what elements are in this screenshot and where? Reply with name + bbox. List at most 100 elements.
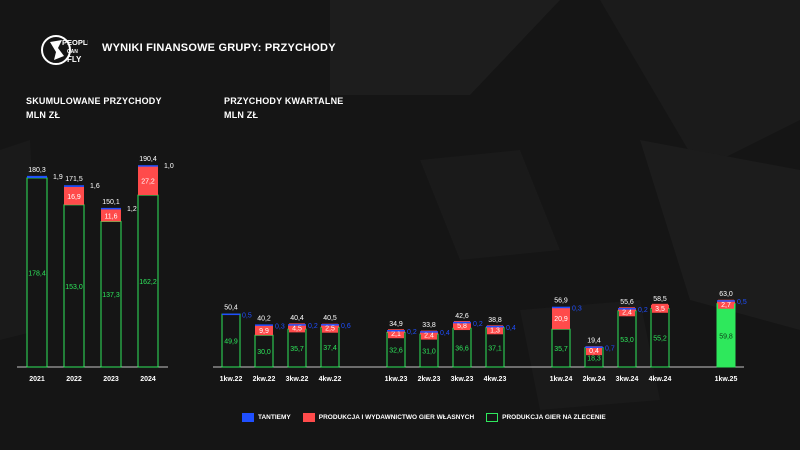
bar-own-2023 — [101, 209, 121, 222]
label-contract-4kw.23: 37,1 — [488, 345, 502, 352]
label-bg-own-3kw.23 — [454, 321, 470, 331]
bar-royalty-2kw.24 — [585, 346, 603, 348]
legend-swatch-own-games — [302, 412, 315, 422]
category-label-3kw.23: 3kw.23 — [451, 376, 474, 383]
label-bg-own-4kw.22 — [322, 323, 338, 333]
label-royalty-2023: 1,2 — [127, 206, 137, 213]
label-contract-2kw.23: 31,0 — [422, 349, 436, 356]
label-own-2kw.22: 9,9 — [259, 328, 269, 335]
label-royalty-3kw.24: 0,2 — [638, 307, 648, 314]
label-royalty-4kw.22: 0,6 — [341, 323, 351, 330]
bar-royalty-3kw.24 — [618, 308, 636, 310]
label-total-3kw.24: 55,6 — [620, 299, 634, 306]
bar-royalty-3kw.23 — [453, 321, 471, 324]
cumulative-chart-unit: MLN ZŁ — [26, 110, 61, 120]
label-bg-own-3kw.22 — [289, 323, 305, 333]
label-total-4kw.22: 40,5 — [323, 315, 337, 322]
bar-royalty-2021 — [27, 175, 47, 178]
svg-text:PEOPLE: PEOPLE — [62, 38, 88, 47]
bar-own-2024 — [138, 166, 158, 196]
people-can-fly-logo: PEOPLE CAN FLY — [41, 35, 88, 65]
bar-royalty-3kw.22 — [288, 324, 306, 326]
chart-legend: TANTIEMY PRODUKCJA I WYDAWNICTWO GIER WŁ… — [242, 410, 606, 424]
cumulative-chart-title: SKUMULOWANE PRZYCHODY — [26, 96, 162, 106]
label-total-2kw.24: 19,4 — [587, 337, 601, 344]
category-label-3kw.22: 3kw.22 — [286, 376, 309, 383]
label-contract-2024: 162,2 — [139, 279, 157, 286]
label-total-3kw.22: 40,4 — [290, 315, 304, 322]
label-royalty-1kw.24: 0,3 — [572, 306, 582, 313]
label-royalty-1kw.23: 0,2 — [407, 329, 417, 336]
category-label-2kw.23: 2kw.23 — [418, 376, 441, 383]
label-contract-2023: 137,3 — [102, 292, 120, 299]
bar-royalty-2022 — [64, 185, 84, 187]
label-total-1kw.23: 34,9 — [389, 321, 403, 328]
label-contract-2kw.24: 18,3 — [587, 355, 601, 362]
label-contract-4kw.22: 37,4 — [323, 345, 337, 352]
label-own-4kw.24: 3,5 — [655, 306, 665, 313]
label-own-3kw.22: 4,5 — [292, 325, 302, 332]
label-total-2kw.22: 40,2 — [257, 315, 271, 322]
legend-label-royalty: TANTIEMY — [258, 413, 291, 421]
category-label-1kw.23: 1kw.23 — [385, 376, 408, 383]
label-contract-3kw.24: 53,0 — [620, 337, 634, 344]
label-bg-own-4kw.23 — [487, 325, 503, 335]
label-total-4kw.23: 38,8 — [488, 317, 502, 324]
legend-item-own-games: PRODUKCJA I WYDAWNICTWO GIER WŁASNYCH — [302, 412, 475, 422]
category-label-1kw.22: 1kw.22 — [220, 376, 243, 383]
bar-own-1kw.24 — [552, 307, 570, 330]
bar-royalty-2kw.22 — [255, 324, 273, 326]
bar-royalty-1kw.24 — [552, 306, 570, 309]
legend-label-own-games: PRODUKCJA I WYDAWNICTWO GIER WŁASNYCH — [318, 413, 475, 421]
bar-royalty-1kw.22 — [222, 313, 240, 316]
label-royalty-2kw.22: 0,3 — [275, 323, 285, 330]
label-contract-3kw.22: 35,7 — [290, 346, 304, 353]
label-contract-1kw.22: 49,9 — [224, 339, 238, 346]
label-own-2kw.23: 2,4 — [424, 333, 434, 340]
label-total-2022: 171,5 — [65, 176, 83, 183]
label-royalty-2021: 1,9 — [53, 174, 63, 181]
label-total-2021: 180,3 — [28, 167, 46, 174]
bar-royalty-2kw.23 — [420, 331, 438, 333]
label-contract-4kw.24: 55,2 — [653, 336, 667, 343]
category-label-2021: 2021 — [29, 376, 45, 383]
svg-text:CAN: CAN — [67, 49, 78, 55]
category-label-1kw.25: 1kw.25 — [715, 376, 738, 383]
label-own-2024: 27,2 — [141, 179, 155, 186]
category-label-1kw.24: 1kw.24 — [550, 376, 573, 383]
label-total-2023: 150,1 — [102, 199, 120, 206]
label-bg-own-2kw.24 — [586, 346, 602, 356]
legend-swatch-contract-games — [486, 412, 499, 422]
label-contract-3kw.23: 36,6 — [455, 346, 469, 353]
category-label-2024: 2024 — [140, 376, 156, 383]
label-total-1kw.22: 50,4 — [224, 305, 238, 312]
category-label-2022: 2022 — [66, 376, 82, 383]
label-royalty-2kw.24: 0,7 — [605, 345, 615, 352]
label-bg-own-2kw.23 — [421, 330, 437, 340]
bar-royalty-4kw.22 — [321, 324, 339, 326]
label-total-2024: 190,4 — [139, 156, 157, 163]
label-contract-1kw.24: 35,7 — [554, 346, 568, 353]
legend-item-contract-games: PRODUKCJA GIER NA ZLECENIE — [486, 412, 606, 422]
category-label-3kw.24: 3kw.24 — [616, 376, 639, 383]
category-label-2kw.22: 2kw.22 — [253, 376, 276, 383]
bar-royalty-4kw.23 — [486, 325, 504, 328]
label-own-3kw.23: 5,8 — [457, 323, 467, 330]
label-total-3kw.23: 42,6 — [455, 313, 469, 320]
label-own-1kw.24: 20,9 — [554, 316, 568, 323]
bar-own-2022 — [64, 186, 84, 205]
label-total-2kw.23: 33,8 — [422, 322, 436, 329]
label-royalty-4kw.23: 0,4 — [506, 325, 516, 332]
label-own-2kw.24: 0,4 — [589, 348, 599, 355]
label-own-4kw.22: 2,5 — [325, 326, 335, 333]
bar-own-2kw.22 — [255, 324, 273, 336]
label-royalty-1kw.25: 0,5 — [737, 299, 747, 306]
svg-text:FLY: FLY — [67, 55, 82, 64]
label-own-2023: 11,6 — [104, 213, 117, 220]
label-contract-2022: 153,0 — [65, 284, 83, 291]
bar-royalty-1kw.23 — [387, 330, 405, 332]
label-royalty-2024: 1,0 — [164, 163, 174, 170]
label-own-2022: 16,9 — [67, 194, 81, 201]
label-royalty-3kw.22: 0,2 — [308, 323, 318, 330]
label-bg-own-1kw.25 — [718, 299, 734, 309]
